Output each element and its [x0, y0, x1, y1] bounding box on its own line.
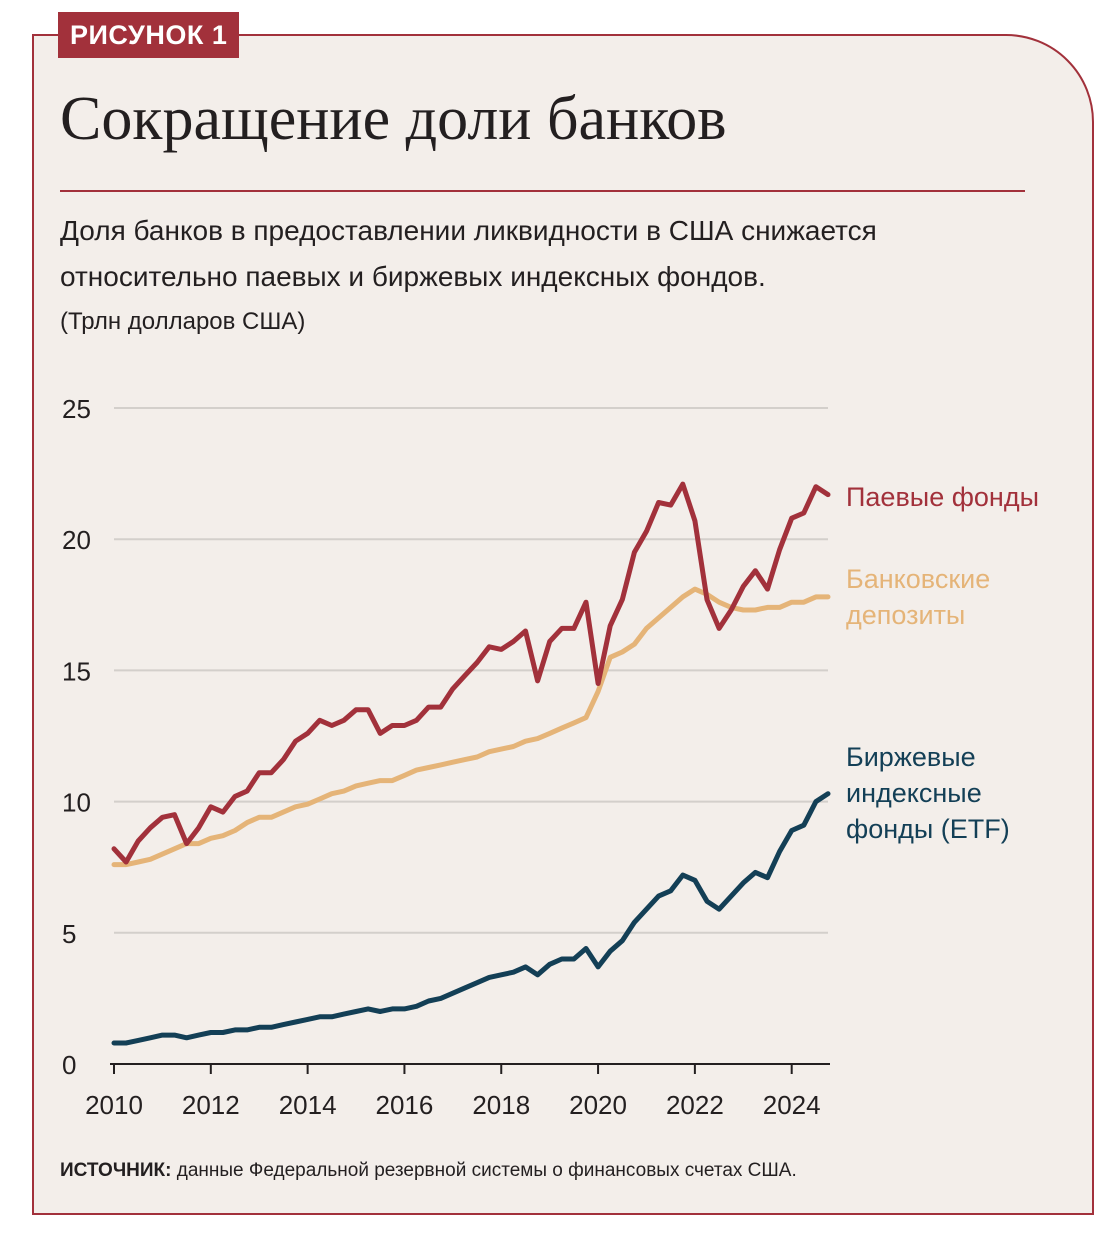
figure-panel [32, 34, 1094, 1215]
series-label-etf: Биржевые [846, 742, 976, 772]
x-tick-label: 2020 [569, 1090, 627, 1120]
series-label-mutual-funds: Паевые фонды [846, 482, 1039, 512]
chart-subtitle: Доля банков в предоставлении ликвидности… [60, 215, 877, 292]
x-tick-label: 2018 [472, 1090, 530, 1120]
series-label-etf: индексные [846, 778, 982, 808]
y-tick-label: 15 [62, 656, 91, 686]
series-line-mutual-funds [111, 481, 831, 865]
title-divider [60, 190, 1025, 192]
source-note: ИСТОЧНИК: данные Федеральной резервной с… [60, 1160, 797, 1182]
x-tick-label: 2022 [666, 1090, 724, 1120]
y-tick-label: 20 [62, 525, 91, 555]
units-label: (Трлн долларов США) [60, 308, 306, 335]
x-tick-label: 2016 [376, 1090, 434, 1120]
x-tick-label: 2012 [182, 1090, 240, 1120]
x-tick-label: 2024 [763, 1090, 821, 1120]
y-tick-label: 5 [62, 919, 76, 949]
series-label-bank-deposits: депозиты [846, 600, 965, 630]
x-tick-label: 2014 [279, 1090, 337, 1120]
series-line-bank-deposits [111, 586, 831, 868]
series-label-etf: фонды (ETF) [846, 814, 1010, 844]
y-tick-label: 0 [62, 1050, 76, 1080]
chart-title: Сокращение доли банков [60, 85, 727, 153]
series-line-etf [111, 791, 831, 1046]
y-tick-label: 10 [62, 788, 91, 818]
figure-label-badge: РИСУНОК 1 [58, 12, 240, 58]
series-label-bank-deposits: Банковские [846, 564, 990, 594]
x-tick-label: 2010 [85, 1090, 143, 1120]
source-label: ИСТОЧНИК: [60, 1160, 172, 1181]
source-text: данные Федеральной резервной системы о ф… [171, 1160, 797, 1181]
y-tick-label: 25 [62, 394, 91, 424]
